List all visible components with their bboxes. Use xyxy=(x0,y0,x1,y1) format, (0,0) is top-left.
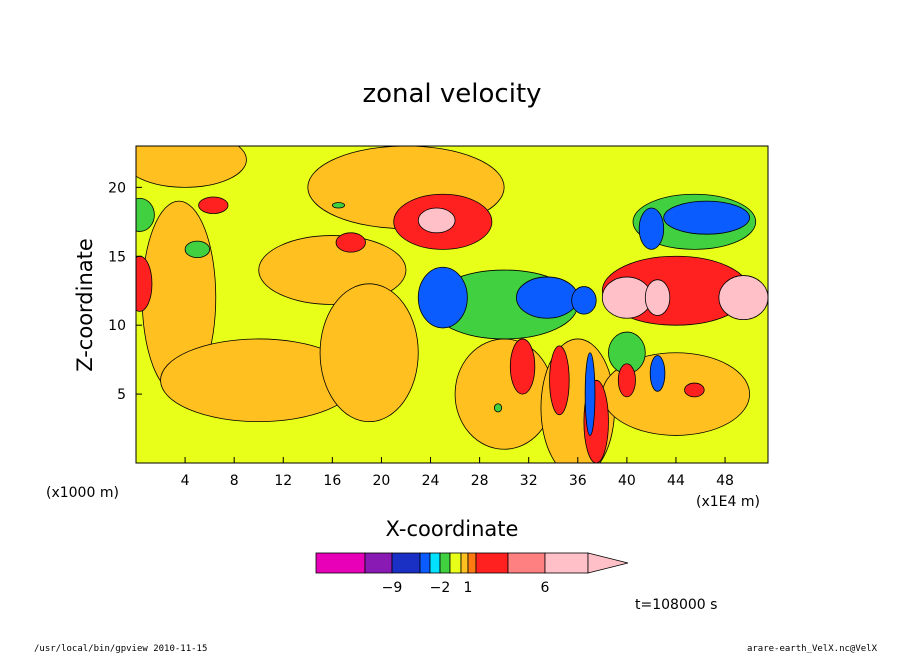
colorbar-segment xyxy=(391,552,421,574)
contour-region-8 xyxy=(136,146,247,188)
colorbar-segment xyxy=(439,552,451,574)
contour-region-19 xyxy=(571,286,597,315)
colorbar-segment xyxy=(467,552,477,574)
x-tick-label: 4 xyxy=(181,473,190,489)
contour-region-26 xyxy=(644,279,671,316)
contour-region-35 xyxy=(493,403,503,413)
x-tick-label: 36 xyxy=(569,473,587,489)
x-tick-label: 12 xyxy=(274,473,292,489)
contour-region-11 xyxy=(136,255,153,312)
y-axis-label: Z-coordinate xyxy=(73,238,97,372)
colorbar xyxy=(315,552,629,574)
colorbar-label: 6 xyxy=(541,580,550,596)
colorbar-label: −9 xyxy=(382,580,403,596)
x-tick-label: 24 xyxy=(422,473,440,489)
x-tick-label: 44 xyxy=(667,473,685,489)
colorbar-segment xyxy=(460,552,469,574)
x-tick-label: 16 xyxy=(323,473,341,489)
contour-region-20 xyxy=(509,338,536,395)
contour-region-12 xyxy=(198,196,229,214)
plot-area xyxy=(135,145,769,464)
contour-region-30 xyxy=(638,207,665,250)
x-tick-label: 48 xyxy=(716,473,734,489)
colorbar-label: 1 xyxy=(464,580,473,596)
y-tick-label: 20 xyxy=(108,180,126,196)
x-axis-ticks: 4 8 12 16 20 24 28 32 36 40 44 48 xyxy=(181,457,734,489)
chart-title: zonal velocity xyxy=(362,79,541,109)
colorbar-segment xyxy=(475,552,509,574)
contour-region-3 xyxy=(319,283,419,423)
contour-region-9 xyxy=(136,197,155,232)
footer-left: /usr/local/bin/gpview 2010-11-15 xyxy=(34,644,207,654)
x-tick-label: 32 xyxy=(520,473,538,489)
contour-region-13 xyxy=(335,232,366,253)
colorbar-extend-arrow xyxy=(587,552,629,574)
colorbar-segment xyxy=(364,552,393,574)
colorbar-segment xyxy=(449,552,462,574)
y-tick-label: 5 xyxy=(117,387,126,403)
x-tick-label: 8 xyxy=(230,473,239,489)
contour-region-36 xyxy=(331,202,346,209)
contour-region-4 xyxy=(454,338,554,450)
x-unit-left: (x1000 m) xyxy=(46,485,119,501)
contour-region-34 xyxy=(684,382,705,398)
y-tick-label: 15 xyxy=(108,249,126,265)
colorbar-label: −2 xyxy=(430,580,451,596)
contour-region-25 xyxy=(601,276,652,319)
time-label: t=108000 s xyxy=(635,597,717,613)
colorbar-segment xyxy=(544,552,589,574)
contour-region-23 xyxy=(584,352,596,436)
contour-regions xyxy=(136,146,768,463)
colorbar-segment xyxy=(429,552,441,574)
footer-right: arare-earth_VelX.nc@VelX xyxy=(747,644,878,654)
contour-region-15 xyxy=(417,207,456,234)
colorbar-segment xyxy=(507,552,546,574)
y-axis-ticks: 5 10 15 20 xyxy=(108,180,142,403)
contour-region-27 xyxy=(718,275,768,321)
x-tick-label: 20 xyxy=(373,473,391,489)
colorbar-segment xyxy=(419,552,431,574)
x-unit-right: (x1E4 m) xyxy=(696,494,760,510)
y-tick-label: 10 xyxy=(108,318,126,334)
contour-region-33 xyxy=(617,363,636,398)
x-axis-label: X-coordinate xyxy=(386,517,519,541)
contour-region-18 xyxy=(516,276,579,319)
contour-region-32 xyxy=(649,355,666,392)
colorbar-segment xyxy=(315,552,366,574)
contour-region-29 xyxy=(663,200,750,235)
contour-region-21 xyxy=(549,345,570,416)
plot-frame xyxy=(135,145,769,464)
contour-region-10 xyxy=(184,240,211,259)
contour-region-17 xyxy=(417,266,468,329)
colorbar-labels: −9 −2 1 6 xyxy=(382,580,550,596)
x-tick-label: 40 xyxy=(618,473,636,489)
x-tick-label: 28 xyxy=(471,473,489,489)
